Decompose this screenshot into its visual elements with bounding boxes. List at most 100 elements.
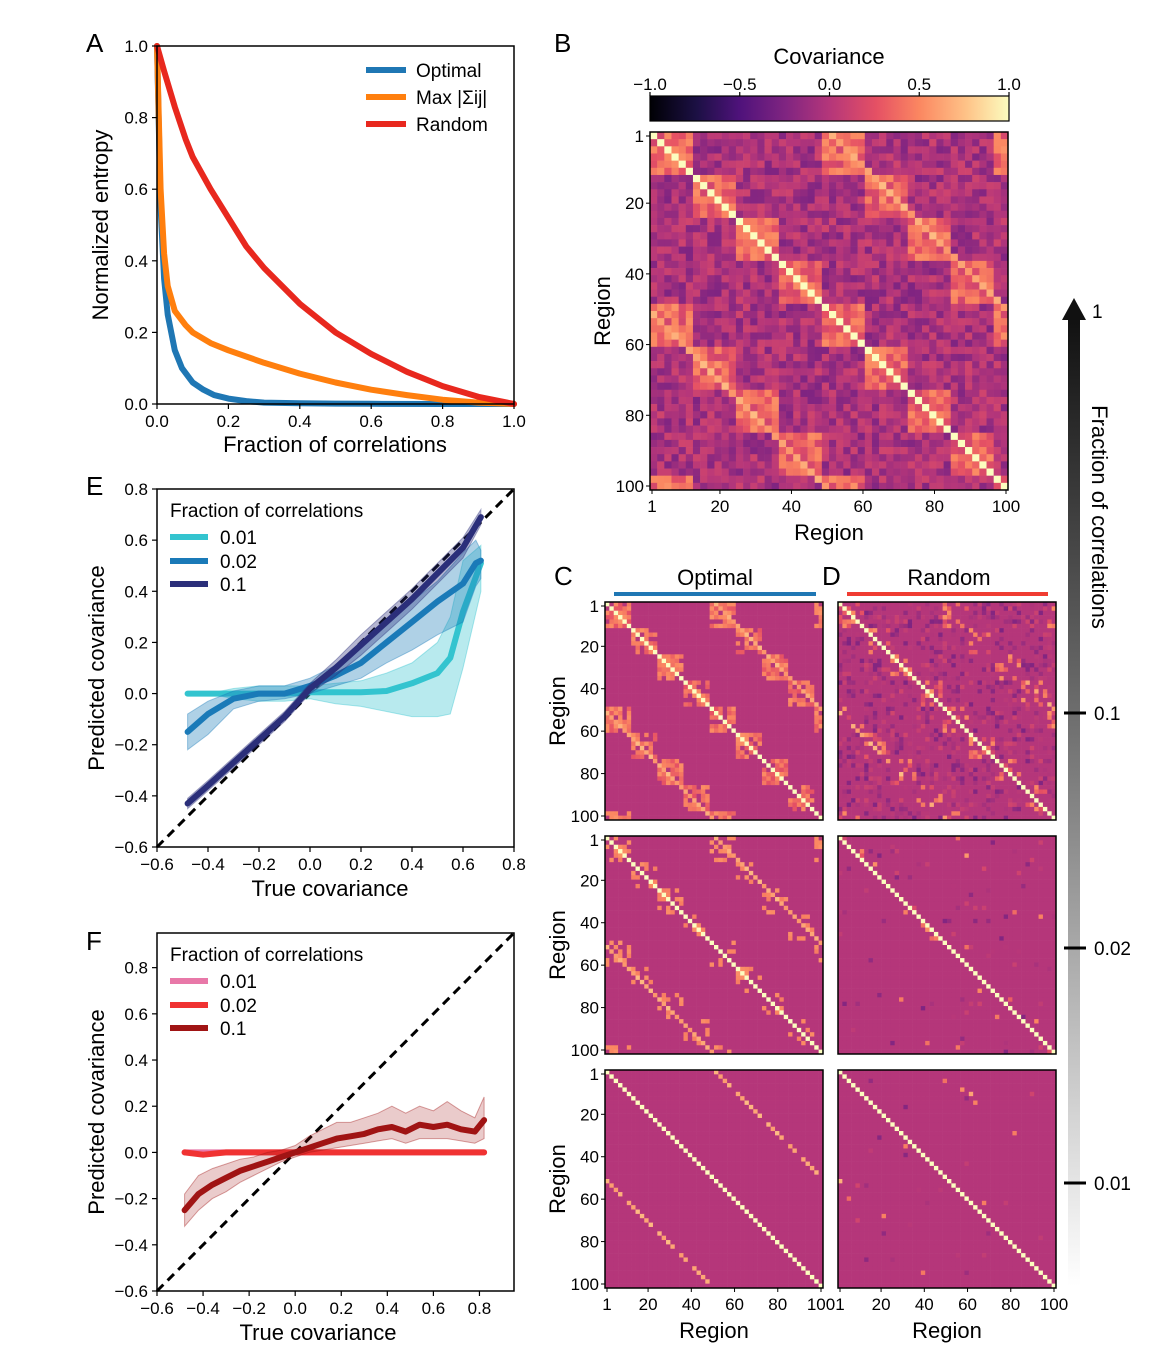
- heatmap-cell: [761, 789, 767, 795]
- heatmap-cell: [914, 404, 923, 412]
- heatmap-cell: [753, 663, 758, 668]
- heatmap-cell: [740, 793, 745, 799]
- heatmap-cell: [757, 684, 763, 690]
- heatmap-cell: [678, 353, 687, 362]
- heatmap-cell: [879, 132, 887, 140]
- heatmap-cell: [979, 275, 987, 283]
- heatmap-cell: [809, 767, 815, 773]
- heatmap-cell: [714, 361, 722, 369]
- heatmap-cell: [979, 311, 987, 319]
- heatmap-cell: [783, 649, 789, 655]
- heatmap-cell: [829, 339, 837, 348]
- heatmap-cell: [770, 763, 776, 768]
- heatmap-cell: [771, 139, 780, 147]
- heatmap-cell: [735, 454, 744, 462]
- heatmap-cell: [929, 439, 937, 448]
- heatmap-cell: [687, 793, 693, 799]
- heatmap-cell: [957, 382, 966, 391]
- heatmap-cell: [807, 296, 815, 305]
- heatmap-cell: [836, 375, 844, 383]
- heatmap-cell: [850, 461, 858, 469]
- heatmap-cell: [714, 763, 719, 768]
- heatmap-cell: [778, 368, 787, 376]
- heatmap-cell: [635, 667, 641, 673]
- heatmap-cell: [678, 411, 687, 419]
- heatmap-cell: [696, 780, 702, 786]
- heatmap-cell: [631, 636, 636, 642]
- colorbar-title: Covariance: [773, 44, 884, 69]
- heatmap-cell: [657, 146, 665, 154]
- heatmap-cell: [700, 361, 708, 369]
- heatmap-cell: [705, 728, 710, 734]
- heatmap-cell: [943, 396, 952, 405]
- heatmap-cell: [986, 296, 994, 305]
- heatmap-cell: [801, 750, 806, 755]
- heatmap-cell: [679, 610, 684, 616]
- heatmap-cell: [670, 632, 676, 638]
- heatmap-cell: [993, 232, 1002, 240]
- heatmap-cell: [635, 606, 641, 612]
- heatmap-cell: [661, 680, 667, 686]
- heatmap-cell: [679, 693, 684, 699]
- heatmap-cell: [761, 684, 767, 690]
- heatmap-cell: [793, 353, 801, 362]
- heatmap-cell: [692, 628, 697, 633]
- heatmap-cell: [692, 745, 697, 751]
- heatmap-cell: [718, 697, 724, 703]
- heatmap-cell: [764, 346, 773, 355]
- heatmap-cell: [727, 610, 732, 616]
- heatmap-cell: [670, 732, 676, 738]
- heatmap-cell: [766, 763, 771, 768]
- heatmap-cell: [626, 737, 632, 742]
- heatmap-cell: [821, 368, 830, 376]
- heatmap-cell: [692, 225, 701, 233]
- heatmap-cell: [809, 606, 815, 612]
- heatmap-cell: [678, 447, 687, 455]
- heatmap-cell: [727, 785, 732, 790]
- heatmap-cell: [818, 615, 824, 620]
- heatmap-cell: [622, 758, 628, 764]
- heatmap-cell: [972, 418, 980, 426]
- heatmap-cell: [900, 296, 909, 305]
- panel-f-frame: [156, 932, 515, 1292]
- heatmap-cell: [805, 641, 811, 646]
- heatmap-cell: [670, 789, 676, 795]
- heatmap-cell: [805, 615, 811, 620]
- heatmap-cell: [836, 282, 844, 290]
- heatmap-cell: [722, 776, 728, 782]
- heatmap-cell: [631, 610, 636, 616]
- heatmap-cell: [965, 182, 973, 190]
- heatmap-cell: [714, 785, 719, 790]
- heatmap-cell: [735, 332, 744, 340]
- heatmap-cell: [735, 210, 744, 219]
- heatmap-cell: [650, 411, 658, 419]
- heatmap-cell: [696, 798, 702, 803]
- heatmap-cell: [929, 396, 937, 405]
- heatmap-cell: [843, 339, 851, 348]
- heatmap-cell: [786, 260, 794, 269]
- heatmap-cell: [728, 260, 737, 269]
- heatmap-cell: [692, 602, 697, 607]
- heatmap-cell: [609, 793, 615, 799]
- heatmap-cell: [818, 606, 824, 612]
- heatmap-cell: [707, 311, 715, 319]
- heatmap-cell: [664, 332, 672, 340]
- heatmap-cell: [671, 153, 679, 161]
- heatmap-cell: [700, 615, 706, 620]
- heatmap-cell: [993, 461, 1002, 469]
- heatmap-cell: [692, 780, 697, 786]
- heatmap-cell: [657, 203, 665, 212]
- heatmap-cell: [993, 275, 1002, 283]
- heatmap-cell: [735, 711, 741, 716]
- covariance-colorbar: Covariance −1.0 −0.5 0.0 0.5 1.0: [633, 44, 1021, 122]
- heatmap-cell: [722, 724, 728, 729]
- heatmap-cell: [700, 602, 706, 607]
- heatmap-cell: [670, 754, 676, 760]
- heatmap-cell: [922, 318, 930, 326]
- heatmap-cell: [700, 737, 706, 742]
- heatmap-cell: [770, 719, 776, 725]
- heatmap-cell: [718, 671, 724, 677]
- heatmap-cell: [700, 432, 708, 441]
- heatmap-cell: [788, 719, 793, 725]
- heatmap-cell: [850, 232, 858, 240]
